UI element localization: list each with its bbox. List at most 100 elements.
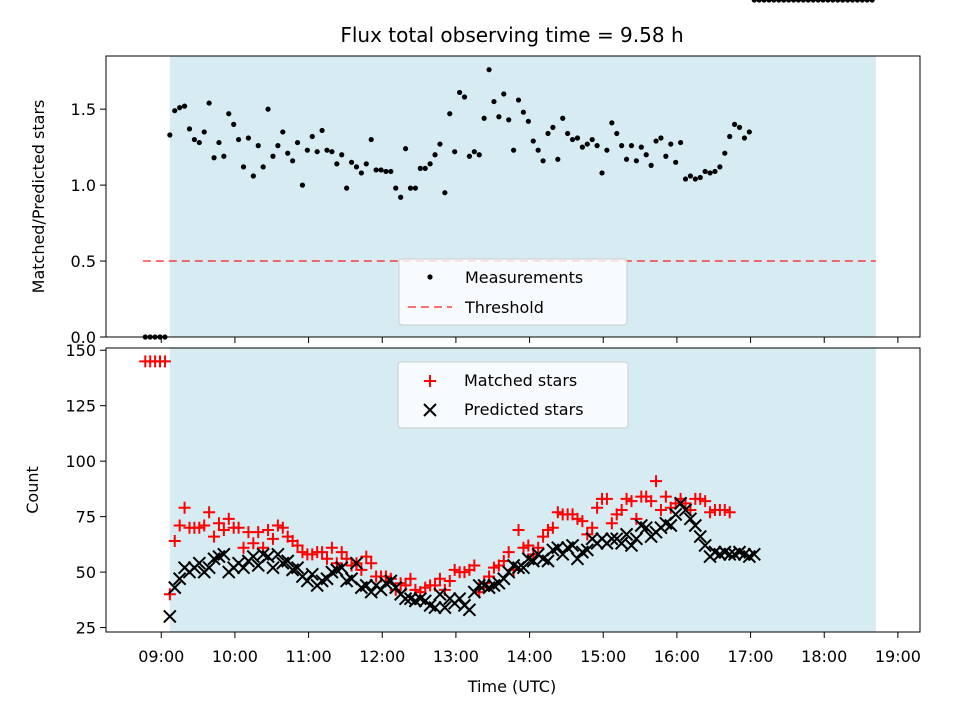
measurement-point [869,0,875,3]
legend-matched-label: Matched stars [464,371,577,390]
measurement-point [294,139,301,146]
predicted-star-point [271,547,285,562]
predicted-star-point [364,585,378,599]
measurement-point [599,170,605,176]
ratio-y-tick-label: 0.0 [71,328,96,347]
measurement-point [540,158,546,164]
matched-star-point [355,563,368,576]
measurement-point [653,138,659,144]
measurement-point [751,0,757,3]
measurement-point [702,168,708,175]
measurement-point [206,100,212,106]
time-x-tick-label: 18:00 [801,647,847,666]
measurement-point [211,155,217,161]
measurement-point [550,124,556,130]
measurement-point [619,143,625,149]
matched-star-point [654,503,667,516]
predicted-star-point [605,532,619,546]
predicted-star-point [452,592,467,606]
measurement-point [668,141,674,147]
matched-star-point [537,530,550,543]
measurement-point [353,164,360,170]
time-x-tick-label: 16:00 [654,647,700,666]
predicted-star-point [246,549,261,564]
measurement-point [712,168,718,175]
predicted-star-point [266,560,280,575]
matched-star-point [217,523,230,536]
ratio-x-ticks [160,337,899,343]
matched-star-point [600,492,613,505]
measurement-point [231,121,237,127]
matched-star-point [433,572,446,585]
matched-star-point [360,550,373,563]
measurement-point [181,103,188,109]
matched-star-point [576,515,589,528]
time-x-tick-label: 11:00 [286,647,332,666]
matched-star-point [163,588,176,601]
measurement-point [299,182,306,188]
predicted-star-point [639,521,653,535]
matched-star-point [699,495,712,508]
measurement-point [344,185,350,191]
measurement-point [594,143,600,149]
measurement-point [348,159,355,165]
measurement-point [466,153,473,159]
measurement-point [707,170,713,176]
measurement-point [486,67,492,73]
ratio-y-tick-label: 0.5 [71,252,96,271]
measurement-point [746,129,752,135]
measurement-point [191,136,197,143]
measurement-point [402,146,409,152]
legend-predicted-marker [423,403,437,417]
count-y-tick-label: 75 [76,508,96,527]
measurement-point [511,147,517,153]
measurement-point [628,143,635,149]
matched-star-point [443,574,456,587]
measurement-point [614,130,620,137]
measurement-point [835,0,841,3]
predicted-star-point [551,540,565,555]
matched-star-point [630,512,643,525]
matched-star-point [276,521,289,534]
matched-star-point [173,519,186,532]
ratio-y-axis: 0.0 0.5 1.0 1.5 [71,100,106,347]
measurement-point [790,0,797,3]
matched-star-point [615,503,628,516]
matched-star-point [291,539,304,552]
time-x-tick-label: 19:00 [875,647,921,666]
measurement-point [530,138,536,144]
measurement-point [334,161,340,167]
predicted-star-point [668,507,683,522]
matched-star-point [247,537,260,550]
predicted-star-point [389,580,403,595]
measurement-point [275,143,281,149]
predicted-star-point [335,560,349,575]
measurement-point [358,170,364,176]
measurement-point [437,141,443,147]
count-panel: 25 50 75 100 125 150 09:00 10:00 11:00 12:00 13:0… [23,341,921,696]
ratio-y-tick-label: 1.0 [71,176,96,195]
matched-star-point [546,521,559,534]
measurement-point [285,150,291,156]
measurement-point [383,168,389,175]
measurement-point [196,139,202,146]
ratio-legend-box [398,258,628,326]
predicted-star-point [565,538,580,553]
measurement-point [378,167,384,173]
matched-star-point [650,475,663,488]
matched-star-point [325,541,338,554]
predicted-star-point [693,529,707,544]
measurement-point [304,147,310,153]
matched-star-point [591,501,604,514]
measurement-point [491,98,497,105]
measurement-point [329,149,335,155]
predicted-star-point [472,578,486,593]
predicted-star-point [516,560,531,575]
matched-star-point [198,519,211,532]
measurement-point [682,176,689,182]
measurement-point [584,141,590,147]
matched-star-point [723,506,736,519]
measurement-point [417,165,423,171]
